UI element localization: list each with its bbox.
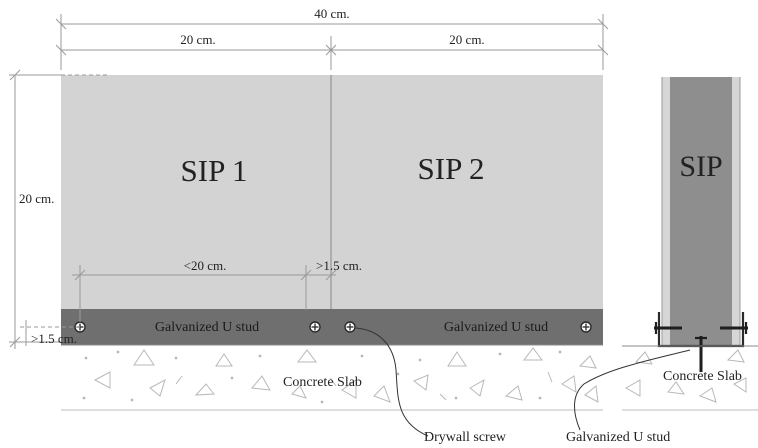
- drywall-screw-leader: [355, 327, 429, 437]
- screw-icon: [309, 321, 321, 333]
- sip2-panel: [331, 75, 603, 309]
- sip-section: [654, 77, 748, 372]
- sip1-label: SIP 1: [181, 153, 248, 188]
- u-stud-label-left: Galvanized U stud: [155, 320, 259, 335]
- concrete-slab-label: Concrete Slab: [283, 375, 362, 390]
- sip-section-label: SIP: [679, 150, 722, 183]
- left-edge-dimension: [20, 320, 80, 346]
- screw-spacing-dimension: [72, 265, 312, 322]
- concrete-slab: [61, 344, 603, 411]
- section-concrete-slab: [622, 345, 758, 411]
- left-edge-label: >1.5 cm.: [31, 331, 77, 346]
- u-stud-callout-label: Galvanized U stud: [566, 430, 670, 445]
- right-width-label: 20 cm.: [449, 32, 484, 47]
- top-dimensions: [55, 14, 609, 70]
- u-stud-callout-leader: [574, 349, 691, 431]
- sip2-label: SIP 2: [418, 151, 485, 186]
- screw-icon: [580, 321, 592, 333]
- joint-edge-dimension: [306, 269, 337, 281]
- u-stud-bar: [61, 309, 603, 345]
- u-stud-label-right: Galvanized U stud: [444, 320, 548, 335]
- joint-edge-label: >1.5 cm.: [316, 258, 362, 273]
- screw-icon: [344, 321, 356, 333]
- section-concrete-slab-label: Concrete Slab: [663, 369, 742, 384]
- height-dimension: [9, 69, 110, 349]
- left-width-label: 20 cm.: [180, 32, 215, 47]
- drywall-screw-label: Drywall screw: [424, 430, 507, 445]
- screw-spacing-label: <20 cm.: [184, 258, 227, 273]
- height-label: 20 cm.: [19, 191, 54, 206]
- sip1-panel: [61, 75, 331, 309]
- overall-width-label: 40 cm.: [314, 6, 349, 21]
